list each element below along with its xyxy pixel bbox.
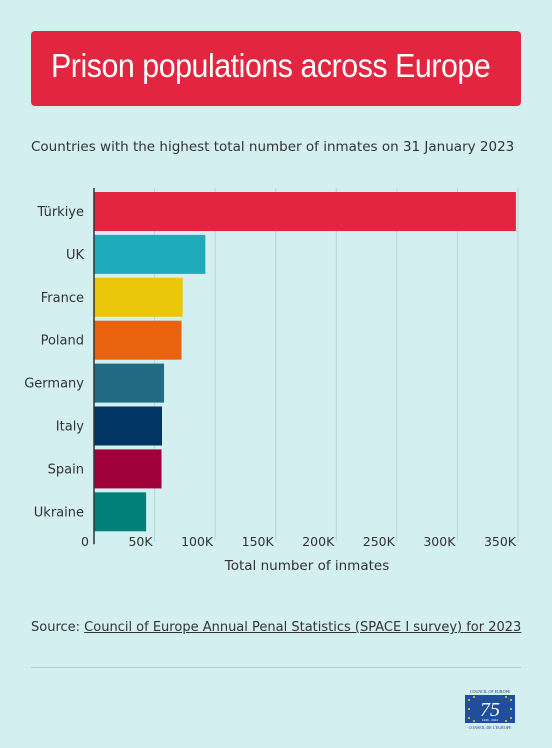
bar-germany: [94, 363, 165, 403]
x-tick-label: 300K: [423, 534, 456, 549]
source-prefix: Source:: [31, 620, 81, 635]
chart-title: Prison populations across Europe: [51, 47, 491, 84]
council-of-europe-75-logo: COUNCIL OF EUROPE 75 1949 - 2024 CONSEIL…: [465, 689, 515, 730]
bar-france: [94, 277, 183, 317]
x-tick-label: 0: [81, 534, 89, 549]
x-axis-title: Total number of inmates: [224, 558, 389, 574]
source-note: Source: Council of Europe Annual Penal S…: [31, 620, 521, 635]
bar-türkiye: [94, 192, 516, 231]
bar-chart: Türkiye UK France Poland Germany Italy Spain Uk…: [24, 188, 519, 574]
bar-uk: [94, 234, 206, 274]
category-label: France: [41, 291, 84, 306]
title-banner: Prison populations across Europe: [31, 31, 521, 106]
x-tick-label: 350K: [484, 534, 517, 549]
svg-text:CONSEIL DE L'EUROPE: CONSEIL DE L'EUROPE: [469, 725, 512, 730]
category-label: Ukraine: [34, 505, 84, 520]
chart-subtitle: Countries with the highest total number …: [31, 139, 515, 155]
x-tick-label: 250K: [363, 534, 396, 549]
bar-ukraine: [94, 492, 147, 532]
category-label: UK: [66, 248, 85, 263]
x-tick-label: 150K: [242, 534, 275, 549]
x-tick-label: 50K: [128, 534, 153, 549]
svg-text:75: 75: [480, 699, 500, 721]
x-tick-label: 200K: [302, 534, 335, 549]
category-label: Germany: [24, 377, 84, 392]
bar-poland: [94, 320, 182, 360]
category-label: Poland: [41, 334, 84, 349]
footer-divider: [31, 667, 521, 668]
category-label: Italy: [56, 420, 85, 435]
bar-spain: [94, 449, 162, 489]
bar-italy: [94, 406, 162, 446]
category-label: Türkiye: [36, 205, 84, 220]
svg-text:COUNCIL OF EUROPE: COUNCIL OF EUROPE: [470, 689, 511, 694]
source-link[interactable]: Council of Europe Annual Penal Statistic…: [84, 620, 522, 635]
category-label: Spain: [48, 462, 84, 477]
svg-text:1949 - 2024: 1949 - 2024: [482, 718, 498, 722]
x-tick-label: 100K: [181, 534, 214, 549]
